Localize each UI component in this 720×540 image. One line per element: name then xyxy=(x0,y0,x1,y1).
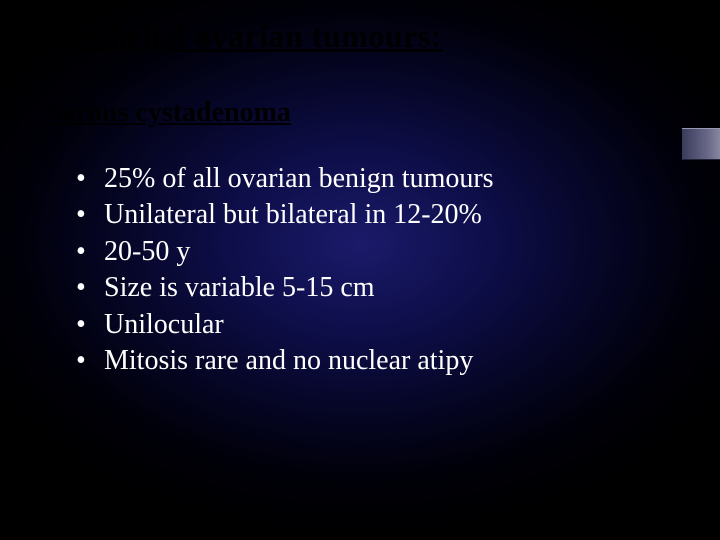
bullet-item: 25% of all ovarian benign tumours xyxy=(76,161,680,197)
slide-subtitle: Serous cystadenoma xyxy=(48,97,680,129)
bullet-item: Unilocular xyxy=(76,307,680,343)
bullet-item: Mitosis rare and no nuclear atipy xyxy=(76,343,680,379)
decorative-side-accent xyxy=(682,128,720,160)
slide-title: Epithelial ovarian tumours: xyxy=(48,18,680,55)
bullet-list: 25% of all ovarian benign tumours Unilat… xyxy=(76,161,680,379)
bullet-item: Unilateral but bilateral in 12-20% xyxy=(76,197,680,233)
bullet-item: 20-50 y xyxy=(76,234,680,270)
bullet-item: Size is variable 5-15 cm xyxy=(76,270,680,306)
slide-container: Epithelial ovarian tumours: Serous cysta… xyxy=(0,0,720,540)
